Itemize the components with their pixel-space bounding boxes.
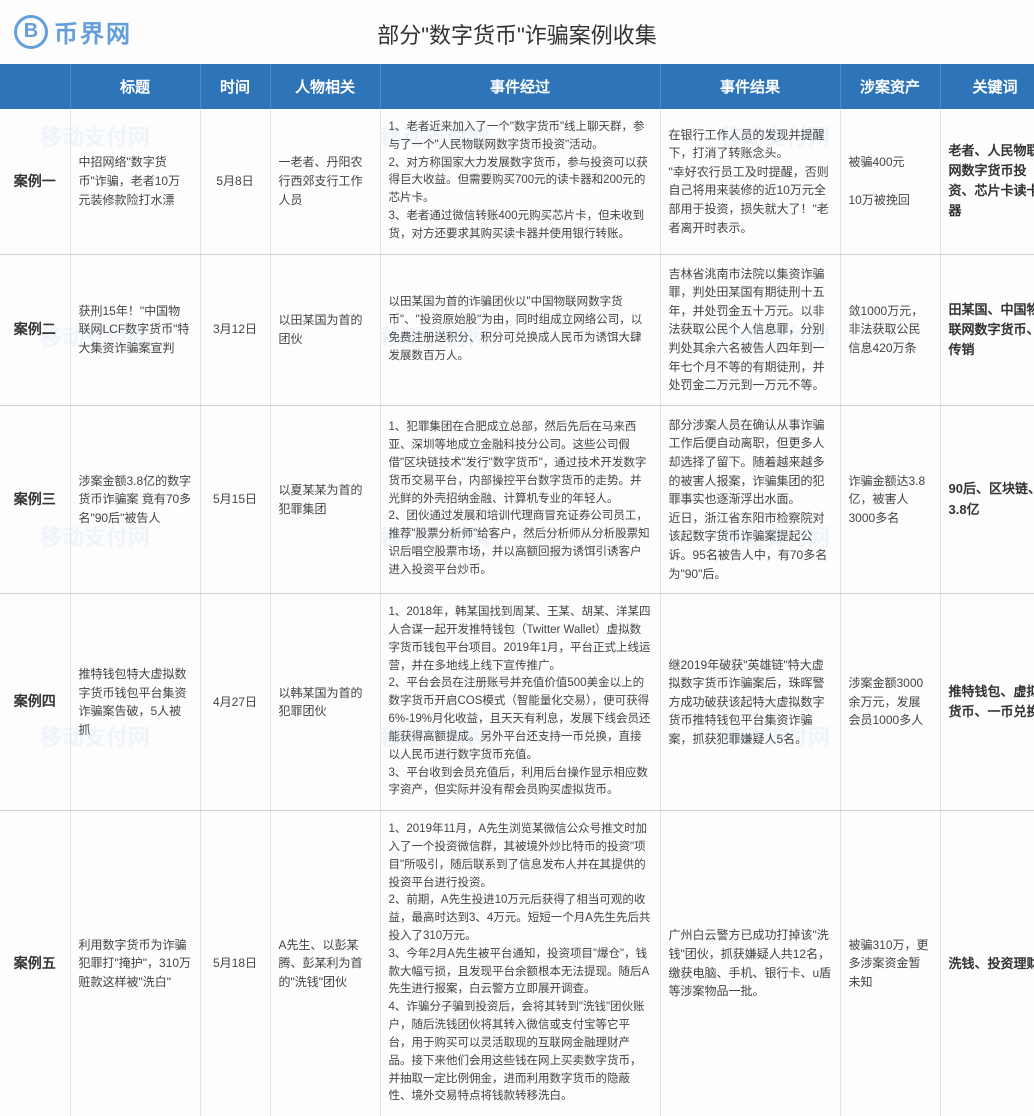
case-person: A先生、以彭某腾、彭某利为首的"洗钱"团伙 [270,811,380,1116]
case-keyword: 洗钱、投资理财 [940,811,1034,1116]
table-row: 案例二获刑15年！"中国物联网LCF数字货币"特大集资诈骗案宣判3月12日以田某… [0,254,1034,405]
col-process: 事件经过 [380,64,660,109]
case-id: 案例三 [0,405,70,593]
case-result: 吉林省洮南市法院以集资诈骗罪，判处田某国有期徒刑十五年，并处罚金五十万元。以非法… [660,254,840,405]
case-time: 5月18日 [200,811,270,1116]
case-process: 1、老者近来加入了一个"数字货币"线上聊天群，参与了一个"人民物联网数字货币投资… [380,109,660,254]
table-row: 案例五利用数字货币为诈骗犯罪打"掩护"，310万赃款这样被"洗白"5月18日A先… [0,811,1034,1116]
case-title: 涉案金额3.8亿的数字货币诈骗案 竟有70多名"90后"被告人 [70,405,200,593]
case-keyword: 推特钱包、虚拟货币、一币兑换 [940,594,1034,811]
case-person: 以韩某国为首的犯罪团伙 [270,594,380,811]
table-header-row: 标题 时间 人物相关 事件经过 事件结果 涉案资产 关键词 [0,64,1034,109]
case-id: 案例四 [0,594,70,811]
col-asset: 涉案资产 [840,64,940,109]
case-asset: 敛1000万元，非法获取公民信息420万条 [840,254,940,405]
case-asset: 诈骗金额达3.8亿，被害人3000多名 [840,405,940,593]
col-time: 时间 [200,64,270,109]
case-process: 1、犯罪集团在合肥成立总部，然后先后在马来西亚、深圳等地成立金融科技分公司。这些… [380,405,660,593]
case-keyword: 90后、区块链、3.8亿 [940,405,1034,593]
case-process: 1、2019年11月，A先生浏览某微信公众号推文时加入了一个投资微信群，其被境外… [380,811,660,1116]
case-title: 获刑15年！"中国物联网LCF数字货币"特大集资诈骗案宣判 [70,254,200,405]
table-row: 案例四推特钱包特大虚拟数字货币钱包平台集资诈骗案告破，5人被抓4月27日以韩某国… [0,594,1034,811]
table-row: 案例三涉案金额3.8亿的数字货币诈骗案 竟有70多名"90后"被告人5月15日以… [0,405,1034,593]
case-person: 以夏某某为首的犯罪集团 [270,405,380,593]
col-case [0,64,70,109]
case-person: 以田某国为首的团伙 [270,254,380,405]
case-asset: 被骗400元 10万被挽回 [840,109,940,254]
table-row: 案例一中招网络"数字货币"诈骗，老者10万元装修款险打水漂5月8日一老者、丹阳农… [0,109,1034,254]
case-result: 部分涉案人员在确认从事诈骗工作后便自动离职，但更多人却选择了留下。随着越来越多的… [660,405,840,593]
site-logo: B 币界网 [14,14,132,49]
case-id: 案例五 [0,811,70,1116]
case-time: 5月15日 [200,405,270,593]
logo-icon: B [14,15,48,49]
case-result: 继2019年破获"英雄链"特大虚拟数字货币诈骗案后，珠晖警方成功破获该起特大虚拟… [660,594,840,811]
case-title: 中招网络"数字货币"诈骗，老者10万元装修款险打水漂 [70,109,200,254]
case-id: 案例一 [0,109,70,254]
col-title: 标题 [70,64,200,109]
case-title: 推特钱包特大虚拟数字货币钱包平台集资诈骗案告破，5人被抓 [70,594,200,811]
case-process: 1、2018年，韩某国找到周某、王某、胡某、洋某四人合谋一起开发推特钱包（Twi… [380,594,660,811]
page-title: 部分"数字货币"诈骗案例收集 [0,0,1034,64]
logo-text: 币界网 [54,14,132,49]
case-keyword: 田某国、中国物联网数字货币、传销 [940,254,1034,405]
case-keyword: 老者、人民物联网数字货币投资、芯片卡读卡器 [940,109,1034,254]
case-result: 在银行工作人员的发现并提醒下，打消了转账念头。 "幸好农行员工及时提醒，否则自己… [660,109,840,254]
cases-table: 标题 时间 人物相关 事件经过 事件结果 涉案资产 关键词 案例一中招网络"数字… [0,64,1034,1116]
case-title: 利用数字货币为诈骗犯罪打"掩护"，310万赃款这样被"洗白" [70,811,200,1116]
case-person: 一老者、丹阳农行西郊支行工作人员 [270,109,380,254]
case-time: 4月27日 [200,594,270,811]
case-time: 5月8日 [200,109,270,254]
case-process: 以田某国为首的诈骗团伙以"中国物联网数字货币"、"投资原始股"为由，同时组成立网… [380,254,660,405]
col-keyword: 关键词 [940,64,1034,109]
col-result: 事件结果 [660,64,840,109]
case-time: 3月12日 [200,254,270,405]
case-asset: 被骗310万，更多涉案资金暂未知 [840,811,940,1116]
case-id: 案例二 [0,254,70,405]
case-result: 广州白云警方已成功打掉该"洗钱"团伙，抓获嫌疑人共12名，缴获电脑、手机、银行卡… [660,811,840,1116]
case-asset: 涉案金额3000余万元，发展会员1000多人 [840,594,940,811]
col-person: 人物相关 [270,64,380,109]
